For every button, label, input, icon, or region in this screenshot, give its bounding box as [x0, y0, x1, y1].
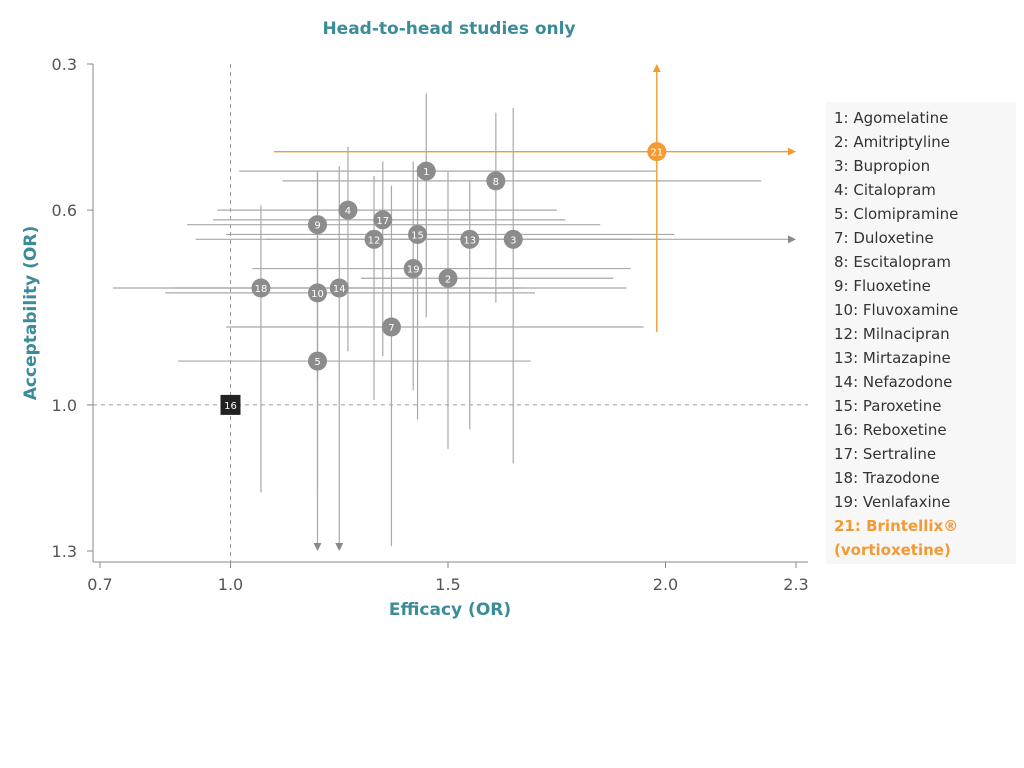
legend: 1: Agomelatine 2: Amitriptyline 3: Bupro…	[826, 102, 1016, 564]
x-axis-label: Efficacy (OR)	[389, 600, 511, 620]
legend-item: 1: Agomelatine	[834, 109, 949, 127]
data-point	[408, 224, 428, 244]
legend-item: 14: Nefazodone	[834, 373, 953, 391]
point-label: 2	[445, 274, 451, 285]
legend-item: 12: Milnacipran	[834, 325, 950, 343]
point-label: 18	[255, 284, 268, 295]
x-tick-label: 1.0	[218, 575, 243, 594]
data-point	[403, 259, 423, 279]
legend-item: 7: Duloxetine	[834, 229, 934, 247]
arrow-head	[788, 235, 796, 244]
point-label: 14	[333, 284, 346, 295]
arrow-head	[652, 64, 661, 72]
point-label: 4	[345, 206, 351, 217]
legend-item: 18: Trazodone	[834, 469, 940, 487]
point-label: 19	[407, 265, 420, 276]
arrow-head	[335, 543, 344, 551]
legend-item: 2: Amitriptyline	[834, 133, 950, 151]
legend-item: 5: Clomipramine	[834, 205, 959, 223]
data-point	[251, 278, 271, 298]
y-tick-label: 0.3	[52, 55, 77, 74]
data-point	[486, 171, 506, 191]
point-label: 7	[388, 323, 394, 334]
data-point	[373, 210, 393, 230]
point-label: 9	[314, 221, 320, 232]
y-axis-label: Acceptability (OR)	[21, 226, 41, 400]
data-point	[438, 268, 458, 288]
point-label: 21	[650, 148, 663, 159]
x-tick-label: 1.5	[435, 575, 460, 594]
legend-item: 3: Bupropion	[834, 157, 931, 175]
arrow-head	[313, 543, 322, 551]
data-point	[308, 351, 327, 371]
x-tick-label: 2.3	[783, 575, 808, 594]
x-tick-label: 0.7	[87, 575, 112, 594]
arrow-head	[788, 147, 796, 156]
legend-item: 13: Mirtazapine	[834, 349, 951, 367]
data-point	[364, 229, 384, 249]
legend-item: 4: Citalopram	[834, 181, 936, 199]
data-point	[381, 317, 401, 337]
point-label: 1	[423, 167, 429, 178]
y-tick-label: 1.3	[52, 542, 77, 561]
legend-item: 8: Escitalopram	[834, 253, 951, 271]
data-point	[338, 200, 358, 220]
data-point	[308, 215, 327, 235]
chart-title: Head-to-head studies only	[322, 19, 575, 39]
data-point	[460, 229, 480, 249]
point-label: 15	[411, 230, 424, 241]
legend-item: 17: Sertraline	[834, 445, 937, 463]
y-tick-label: 0.6	[52, 201, 77, 220]
reference-marker	[220, 394, 241, 415]
point-label: 16	[224, 401, 237, 412]
legend-item: 9: Fluoxetine	[834, 277, 931, 295]
data-point	[503, 229, 523, 249]
legend-item: 15: Paroxetine	[834, 397, 942, 415]
highlight-point	[647, 142, 667, 162]
point-label: 12	[368, 235, 381, 246]
legend-item-highlight: 21: Brintellix® (vortioxetine)	[834, 517, 959, 559]
point-label: 17	[376, 216, 389, 227]
point-label: 10	[311, 289, 324, 300]
data-point	[329, 278, 349, 298]
point-label: 8	[493, 177, 499, 188]
point-label: 5	[314, 357, 320, 368]
legend-item: 10: Fluvoxamine	[834, 301, 959, 319]
data-point	[308, 283, 327, 303]
x-tick-label: 2.0	[653, 575, 678, 594]
data-point	[416, 161, 436, 181]
point-label: 13	[463, 235, 476, 246]
legend-item: 19: Venlafaxine	[834, 493, 951, 511]
y-tick-label: 1.0	[52, 396, 77, 415]
legend-item: 16: Reboxetine	[834, 421, 947, 439]
point-label: 3	[510, 235, 516, 246]
